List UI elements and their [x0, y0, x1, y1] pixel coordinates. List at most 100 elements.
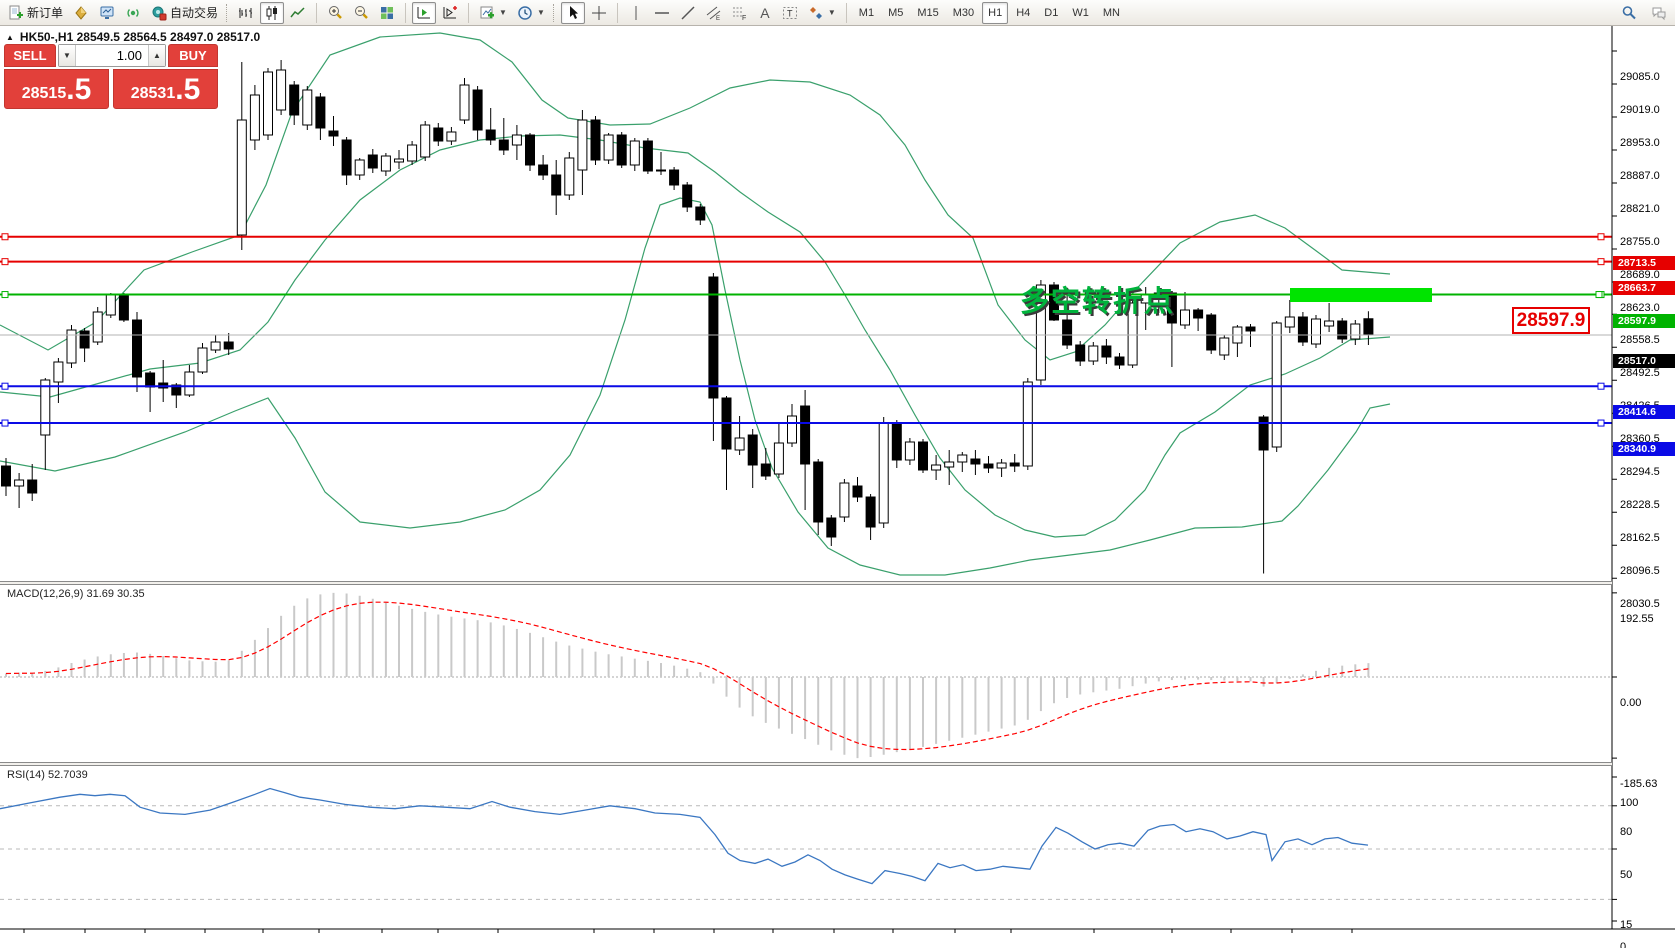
candle-bearish[interactable]: [1245, 326, 1256, 332]
pane-separator-macd-rsi[interactable]: [0, 762, 1612, 766]
chart-area[interactable]: ▲ HK50-,H1 28549.5 28564.5 28497.0 28517…: [0, 26, 1675, 948]
candle-bullish[interactable]: [40, 379, 51, 436]
pane-separator-main-macd[interactable]: [0, 581, 1612, 585]
candle-bearish[interactable]: [826, 517, 837, 538]
price-badge-28597.9[interactable]: 28597.9: [1613, 313, 1675, 328]
new-chart-button[interactable]: ▼: [475, 2, 511, 24]
line-anchor-marker[interactable]: [1, 419, 9, 427]
candle-bullish[interactable]: [1350, 323, 1361, 340]
line-anchor-marker[interactable]: [1595, 291, 1603, 299]
candle-bearish[interactable]: [498, 139, 509, 151]
candle-bullish[interactable]: [511, 134, 522, 146]
timeframe-m30[interactable]: M30: [952, 6, 975, 19]
candle-bearish[interactable]: [1049, 284, 1059, 321]
candle-bearish[interactable]: [551, 174, 562, 196]
volume-value[interactable]: 1.00: [116, 48, 142, 63]
candle-bullish[interactable]: [1284, 316, 1295, 328]
candle-bullish[interactable]: [197, 347, 208, 373]
price-badge-28340.9[interactable]: 28340.9: [1613, 442, 1675, 457]
sell-price-button[interactable]: 28515 .5: [4, 69, 109, 109]
line-anchor-marker[interactable]: [1, 382, 9, 390]
timeframe-w1[interactable]: W1: [1072, 6, 1089, 19]
candle-bearish[interactable]: [708, 276, 719, 399]
candle-bullish[interactable]: [656, 169, 666, 172]
candle-bearish[interactable]: [1101, 345, 1112, 358]
candle-bearish[interactable]: [800, 405, 811, 465]
candle-bullish[interactable]: [249, 94, 260, 141]
candle-bullish[interactable]: [1219, 337, 1230, 356]
candle-bullish[interactable]: [996, 462, 1007, 469]
timeframe-h1[interactable]: H1: [982, 1, 1009, 24]
crosshair-tool-button[interactable]: [587, 2, 611, 24]
candle-bullish[interactable]: [92, 311, 103, 343]
timeframe-h4[interactable]: H4: [1016, 6, 1031, 19]
channel-tool[interactable]: E: [702, 2, 726, 24]
candle-bearish[interactable]: [538, 164, 549, 176]
candle-bullish[interactable]: [629, 140, 640, 166]
candle-bearish[interactable]: [852, 485, 863, 498]
line-anchor-marker[interactable]: [1597, 233, 1605, 241]
candle-bullish[interactable]: [1088, 345, 1099, 362]
line-anchor-marker[interactable]: [1, 258, 9, 266]
candle-bullish[interactable]: [1180, 309, 1190, 326]
macd-signal-line[interactable]: [5, 601, 1369, 751]
candle-bullish[interactable]: [459, 84, 470, 121]
arrows-tool[interactable]: ▼: [804, 2, 840, 24]
candle-bearish[interactable]: [485, 129, 496, 141]
line-anchor-marker[interactable]: [1, 291, 9, 299]
candle-bullish[interactable]: [577, 119, 588, 171]
price-badge-28713.5[interactable]: 28713.5: [1613, 255, 1675, 270]
candle-bearish[interactable]: [1206, 314, 1217, 351]
candle-bearish[interactable]: [813, 461, 824, 523]
price-badge-28414.6[interactable]: 28414.6: [1613, 405, 1675, 420]
candle-bearish[interactable]: [918, 441, 928, 471]
tile-windows-button[interactable]: [375, 2, 399, 24]
candle-bearish[interactable]: [760, 463, 771, 477]
horizontal-line-tool[interactable]: [650, 2, 674, 24]
candle-bullish[interactable]: [931, 464, 942, 471]
macd-histogram[interactable]: [5, 592, 1370, 759]
candle-bearish[interactable]: [1062, 319, 1073, 346]
candle-bearish[interactable]: [642, 140, 653, 172]
candle-chart-mode-button[interactable]: [260, 1, 285, 24]
candle-bearish[interactable]: [1193, 309, 1204, 319]
candle-bullish[interactable]: [380, 155, 391, 172]
auto-scroll-button[interactable]: [412, 1, 437, 24]
candle-bearish[interactable]: [1363, 318, 1374, 336]
candle-bearish[interactable]: [1075, 344, 1086, 362]
candle-bearish[interactable]: [616, 134, 627, 166]
text-tool[interactable]: A: [754, 2, 776, 24]
candle-bearish[interactable]: [1009, 462, 1020, 467]
collapse-panel-icon[interactable]: ▲: [6, 32, 14, 42]
autotrade-button[interactable]: 自动交易: [147, 2, 222, 24]
candle-bullish[interactable]: [14, 479, 25, 487]
chat-button[interactable]: [1647, 2, 1671, 24]
search-button[interactable]: [1617, 2, 1641, 24]
candle-bullish[interactable]: [210, 341, 221, 351]
timeframe-mn[interactable]: MN: [1102, 6, 1120, 19]
candle-bullish[interactable]: [53, 361, 64, 383]
candle-bullish[interactable]: [957, 454, 968, 463]
candle-bearish[interactable]: [341, 139, 352, 176]
candle-bullish[interactable]: [944, 461, 955, 468]
terminal-button[interactable]: [95, 2, 119, 24]
macd-pane[interactable]: [0, 592, 1612, 759]
buy-price-button[interactable]: 28531 .5: [113, 69, 218, 109]
turning-point-annotation[interactable]: 多空转折点: [1020, 286, 1176, 318]
timeframe-d1[interactable]: D1: [1044, 6, 1059, 19]
bollinger-lower-band[interactable]: [0, 197, 1391, 576]
candle-bearish[interactable]: [525, 134, 535, 166]
rsi-line[interactable]: [0, 787, 1369, 885]
candle-bearish[interactable]: [472, 89, 483, 131]
candle-bearish[interactable]: [1, 465, 11, 487]
bid-price-badge[interactable]: 28517.0: [1613, 354, 1675, 368]
chart-shift-button[interactable]: [438, 2, 462, 24]
candle-bearish[interactable]: [145, 372, 156, 388]
candle-bullish[interactable]: [446, 131, 457, 142]
candle-bearish[interactable]: [223, 341, 234, 350]
candle-bearish[interactable]: [433, 127, 444, 142]
candle-bullish[interactable]: [564, 157, 575, 196]
vertical-line-tool[interactable]: [624, 2, 648, 24]
candle-bullish[interactable]: [276, 69, 287, 111]
candle-bullish[interactable]: [263, 71, 273, 136]
